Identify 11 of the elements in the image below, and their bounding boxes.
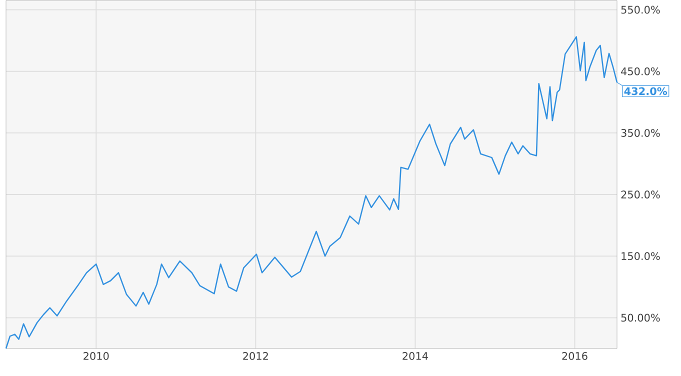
y-tick-label: 150.0% xyxy=(622,252,660,260)
y-tick-label: 250.0% xyxy=(621,190,660,198)
y-tick-label: 550.0% xyxy=(621,6,660,14)
annotation: 432.0% xyxy=(624,86,668,95)
x-tick-label: 2012 xyxy=(243,352,268,360)
y-tick-label: 50.00% xyxy=(621,313,660,322)
x-tick-label: 2016 xyxy=(562,352,588,360)
x-tick-label: 2010 xyxy=(84,352,109,360)
y-tick-label: 350.0% xyxy=(621,128,660,137)
x-tick-label: 2014 xyxy=(402,352,428,360)
y-tick-label: 450.0% xyxy=(621,67,660,76)
